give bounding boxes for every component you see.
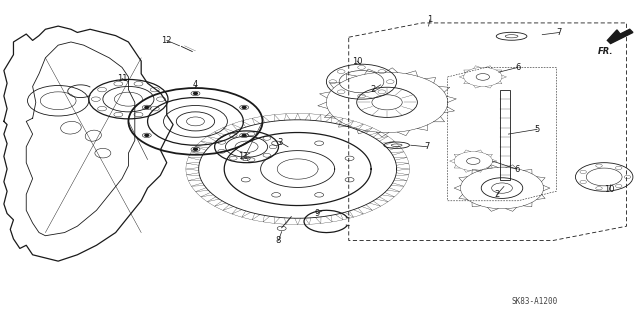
- Text: 10: 10: [352, 56, 362, 65]
- Circle shape: [145, 134, 148, 136]
- Circle shape: [193, 148, 197, 150]
- Text: 9: 9: [314, 209, 319, 218]
- Polygon shape: [607, 29, 633, 44]
- Text: 6: 6: [515, 63, 521, 72]
- Circle shape: [145, 107, 148, 108]
- Text: 8: 8: [276, 236, 281, 245]
- Text: FR.: FR.: [598, 47, 613, 56]
- Text: 4: 4: [193, 80, 198, 89]
- Text: 7: 7: [424, 142, 430, 151]
- Text: 11: 11: [238, 152, 248, 161]
- Text: 10: 10: [604, 185, 614, 194]
- Text: 11: 11: [116, 74, 127, 83]
- Text: SK83-A1200: SK83-A1200: [511, 297, 558, 306]
- Text: 7: 7: [557, 28, 562, 37]
- Text: 3: 3: [277, 137, 282, 146]
- Circle shape: [193, 93, 197, 94]
- Circle shape: [242, 107, 246, 108]
- Text: 6: 6: [514, 165, 520, 174]
- Text: 12: 12: [161, 36, 172, 45]
- Circle shape: [242, 134, 246, 136]
- Text: 2: 2: [494, 190, 500, 199]
- Text: 1: 1: [428, 15, 433, 24]
- Text: 5: 5: [534, 125, 540, 134]
- Text: 2: 2: [371, 85, 376, 94]
